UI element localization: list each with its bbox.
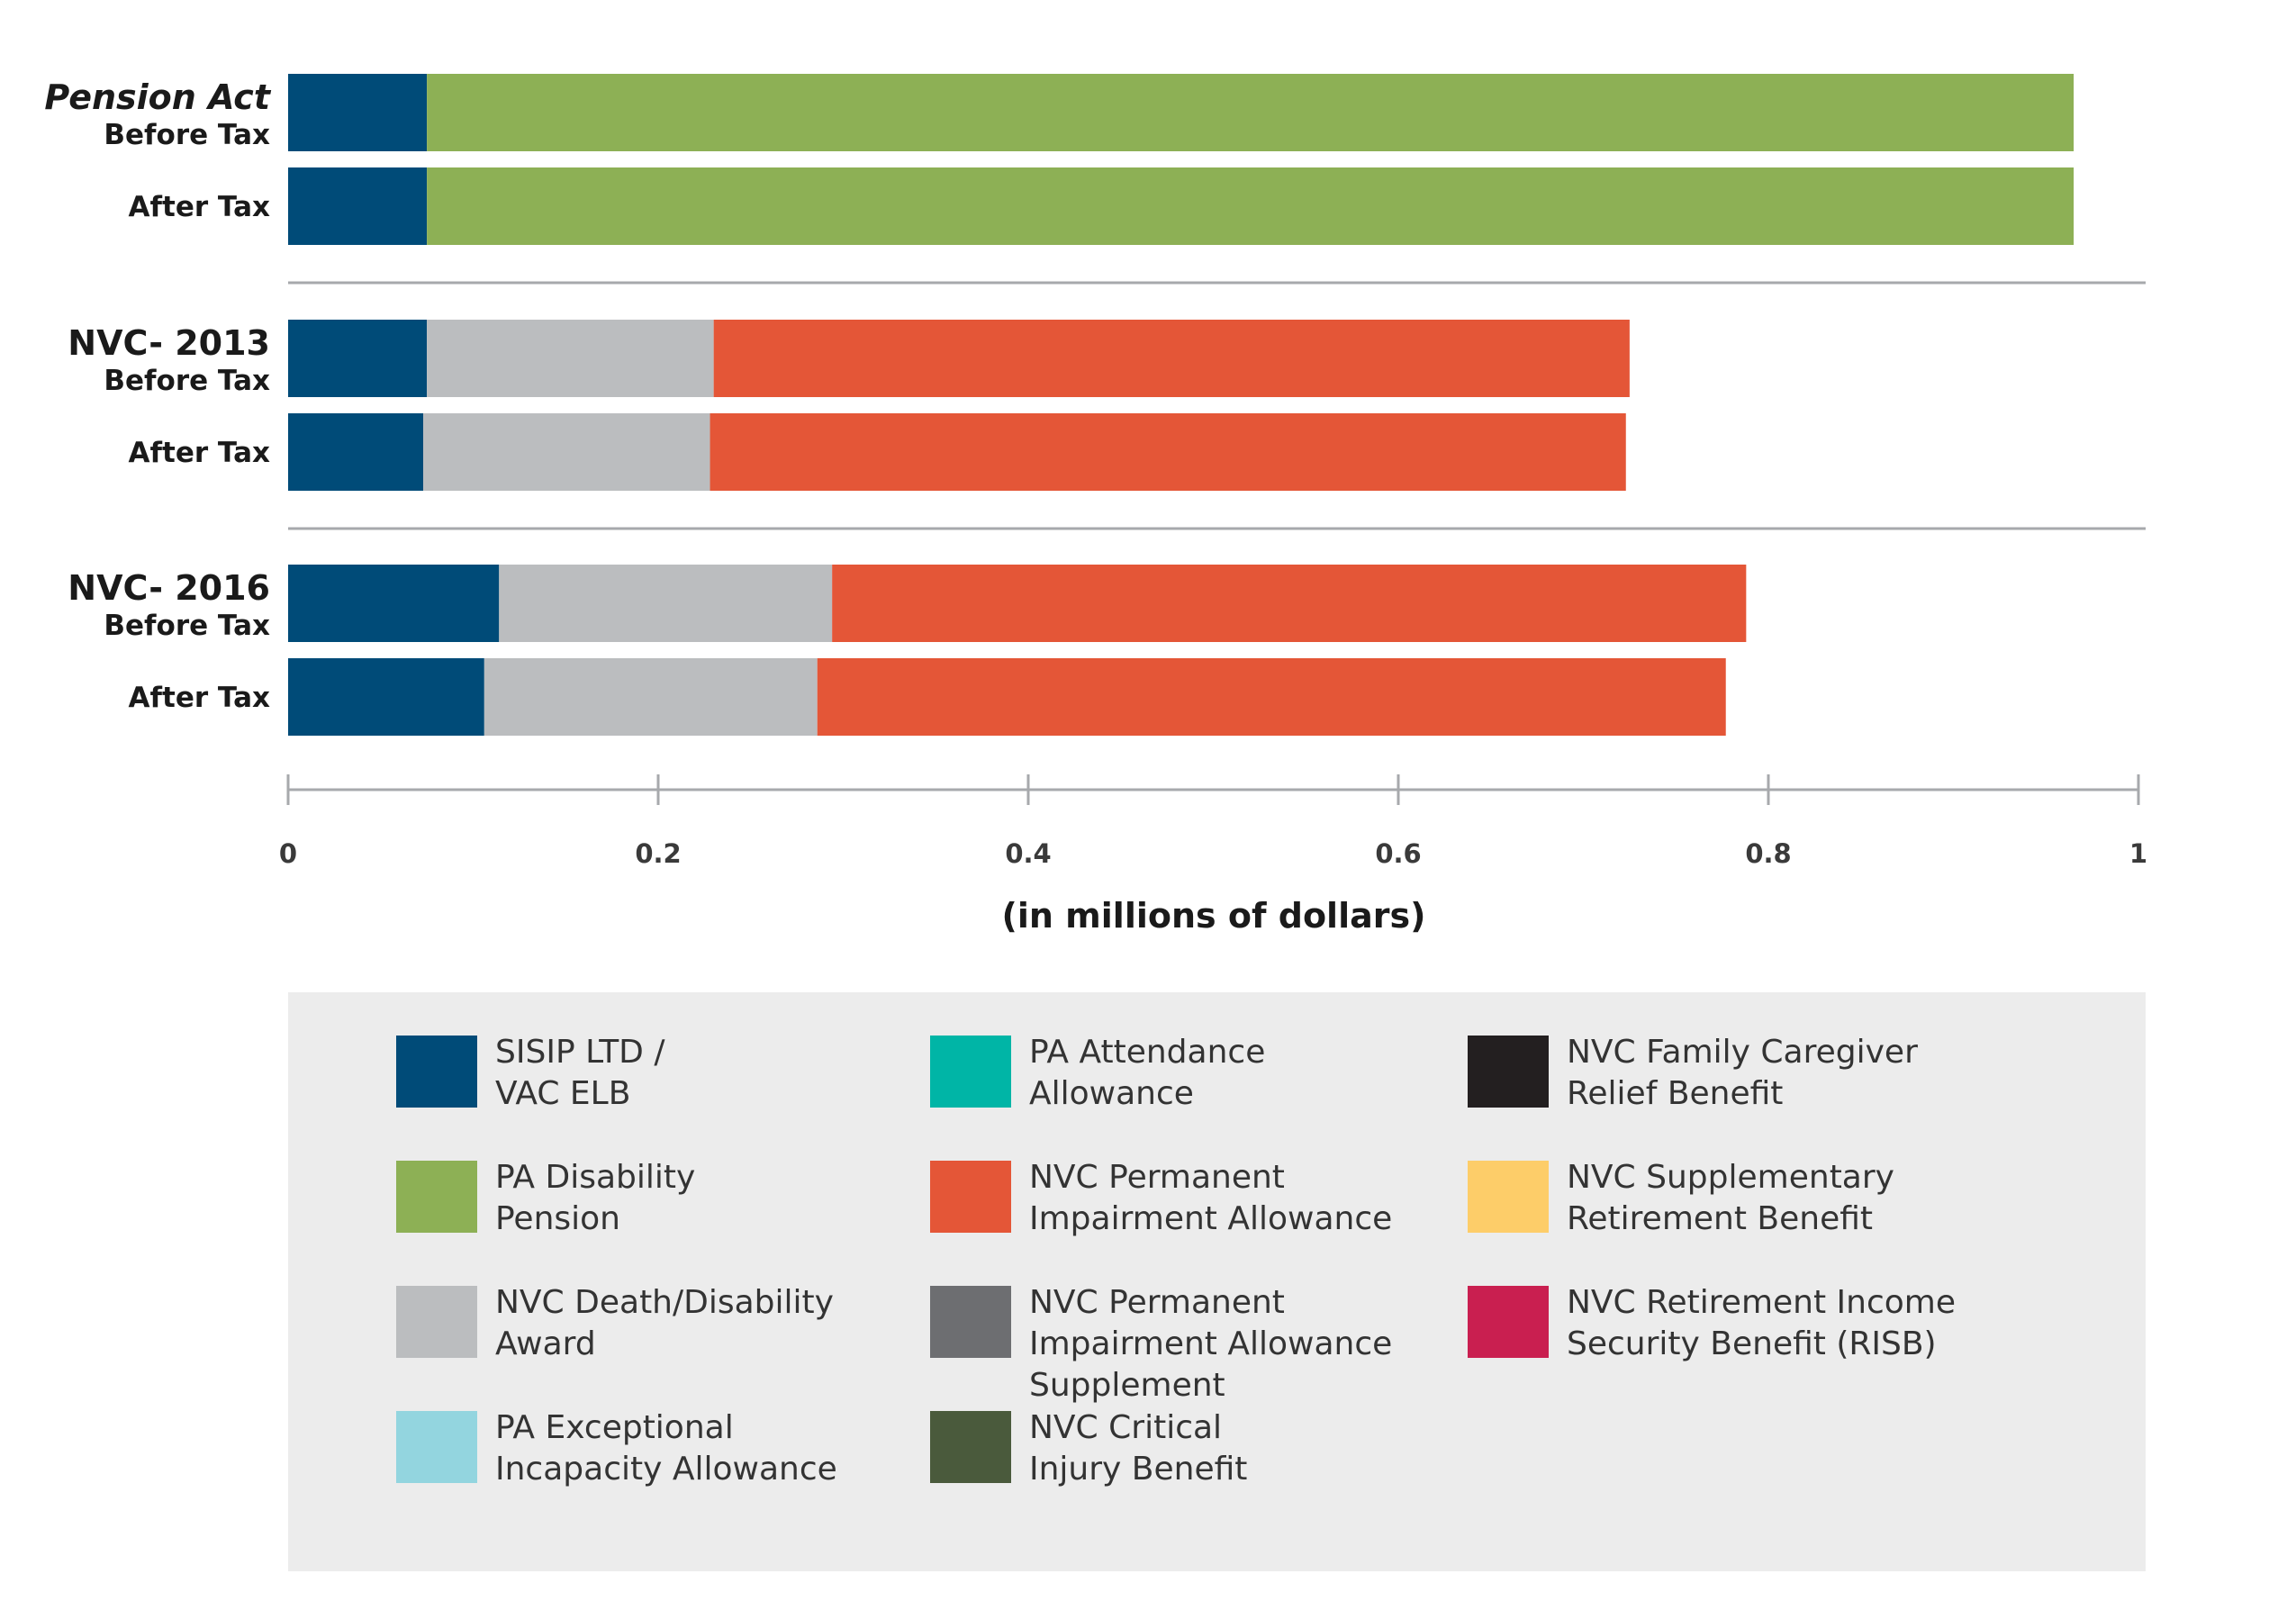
legend-item-nvc-retirement-income-security-benefit-risb: NVC Retirement Income Security Benefit (R… <box>1468 1284 1956 1362</box>
legend-item-sisip-ltd-vac-elb: SISIP LTD / VAC ELB <box>396 1034 665 1112</box>
x-tick-label: 0.6 <box>1375 838 1421 869</box>
row-label: After Tax <box>129 191 270 223</box>
legend-label: NVC Critical <box>1029 1409 1222 1446</box>
bar-segment-sisip-ltd-vac-elb <box>288 74 428 151</box>
legend-label: NVC Permanent <box>1029 1284 1285 1321</box>
legend-label: NVC Supplementary <box>1567 1159 1894 1196</box>
x-axis: 0 0.2 0.4 0.6 0.8 1 (in millions of dollars) <box>279 774 2147 936</box>
legend-label: PA Exceptional <box>495 1409 734 1446</box>
bar-segment-nvc-permanent-impairment-allowance <box>817 658 1726 736</box>
row-label: Before Tax <box>104 119 270 151</box>
x-tick-label: 0.4 <box>1005 838 1051 869</box>
legend-label: NVC Retirement Income <box>1567 1284 1956 1321</box>
legend-label: PA Disability <box>495 1159 695 1196</box>
legend-label: Pension <box>495 1200 620 1237</box>
legend-swatch <box>396 1036 477 1108</box>
legend-item-nvc-death-disability-award: NVC Death/Disability Award <box>396 1284 834 1362</box>
legend-label: NVC Family Caregiver <box>1567 1034 1918 1071</box>
legend-item-pa-attendance-allowance: PA Attendance Allowance <box>930 1034 1265 1112</box>
legend-label: Security Benefit (RISB) <box>1567 1325 1937 1362</box>
row-label: Before Tax <box>104 610 270 642</box>
legend-label: PA Attendance <box>1029 1034 1265 1071</box>
legend-item-pa-exceptional-incapacity-allowance: PA Exceptional Incapacity Allowance <box>396 1409 837 1488</box>
bar-segment-sisip-ltd-vac-elb <box>288 565 500 642</box>
legend-swatch <box>930 1286 1011 1358</box>
group-label: Pension Act <box>44 77 271 117</box>
legend-label: Impairment Allowance <box>1029 1325 1392 1362</box>
bar-segment-nvc-death-disability-award <box>484 658 818 736</box>
bar-row-nvc-2016-after-tax: After Tax <box>129 658 1726 736</box>
legend-item-pa-disability-pension: PA Disability Pension <box>396 1159 695 1237</box>
x-axis-title: (in millions of dollars) <box>1002 896 1426 936</box>
legend-label: Incapacity Allowance <box>495 1451 837 1488</box>
legend-label: Supplement <box>1029 1367 1225 1404</box>
legend-swatch <box>1468 1036 1549 1108</box>
bar-row-nvc-2013-after-tax: After Tax <box>129 413 1626 491</box>
legend-item-nvc-critical-injury-benefit: NVC Critical Injury Benefit <box>930 1409 1247 1488</box>
legend-label: Retirement Benefit <box>1567 1200 1873 1237</box>
legend-item-nvc-supplementary-retirement-benefit: NVC Supplementary Retirement Benefit <box>1468 1159 1894 1237</box>
legend-label: Impairment Allowance <box>1029 1200 1392 1237</box>
legend-swatch <box>930 1161 1011 1233</box>
bar-segment-nvc-permanent-impairment-allowance <box>710 413 1626 491</box>
legend-panel <box>288 992 2146 1571</box>
legend-swatch <box>930 1036 1011 1108</box>
bar-segment-nvc-death-disability-award <box>427 320 714 397</box>
legend-label: VAC ELB <box>495 1075 630 1112</box>
row-label: After Tax <box>129 437 270 469</box>
legend-swatch <box>396 1161 477 1233</box>
bar-segment-sisip-ltd-vac-elb <box>288 658 484 736</box>
x-tick-label: 0 <box>279 838 297 869</box>
legend-item-nvc-family-caregiver-relief-benefit: NVC Family Caregiver Relief Benefit <box>1468 1034 1918 1112</box>
bar-segment-nvc-permanent-impairment-allowance <box>713 320 1630 397</box>
legend-swatch <box>930 1411 1011 1483</box>
legend-swatch <box>1468 1161 1549 1233</box>
group-label: NVC- 2016 <box>68 568 270 608</box>
legend-swatch <box>1468 1286 1549 1358</box>
legend-label: Allowance <box>1029 1075 1194 1112</box>
row-label: After Tax <box>129 682 270 714</box>
legend-label: Award <box>495 1325 596 1362</box>
legend-label: Relief Benefit <box>1567 1075 1783 1112</box>
legend-item-nvc-permanent-impairment-allowance-supplement: NVC Permanent Impairment Allowance Supplem… <box>930 1284 1392 1404</box>
legend-swatch <box>396 1411 477 1483</box>
bar-segment-pa-disability-pension <box>427 74 2075 151</box>
legend-label: SISIP LTD / <box>495 1034 665 1071</box>
group-label: NVC- 2013 <box>68 323 270 363</box>
legend-swatch <box>396 1286 477 1358</box>
legend-label: NVC Death/Disability <box>495 1284 834 1321</box>
x-tick-label: 1 <box>2129 838 2147 869</box>
bar-row-pension-act-after-tax: After Tax <box>129 167 2075 245</box>
bar-segment-pa-disability-pension <box>427 167 2075 245</box>
legend-label: Injury Benefit <box>1029 1451 1247 1488</box>
bar-segment-sisip-ltd-vac-elb <box>288 320 428 397</box>
legend: SISIP LTD / VAC ELB PA Disability Pension NV… <box>288 992 2146 1571</box>
bar-segment-nvc-death-disability-award <box>499 565 833 642</box>
x-tick-label: 0.8 <box>1745 838 1791 869</box>
legend-item-nvc-permanent-impairment-allowance: NVC Permanent Impairment Allowance <box>930 1159 1392 1237</box>
legend-label: NVC Permanent <box>1029 1159 1285 1196</box>
bar-segment-nvc-death-disability-award <box>423 413 710 491</box>
bar-segment-nvc-permanent-impairment-allowance <box>832 565 1747 642</box>
bar-segment-sisip-ltd-vac-elb <box>288 413 424 491</box>
bar-segment-sisip-ltd-vac-elb <box>288 167 428 245</box>
x-tick-label: 0.2 <box>635 838 681 869</box>
row-label: Before Tax <box>104 365 270 397</box>
